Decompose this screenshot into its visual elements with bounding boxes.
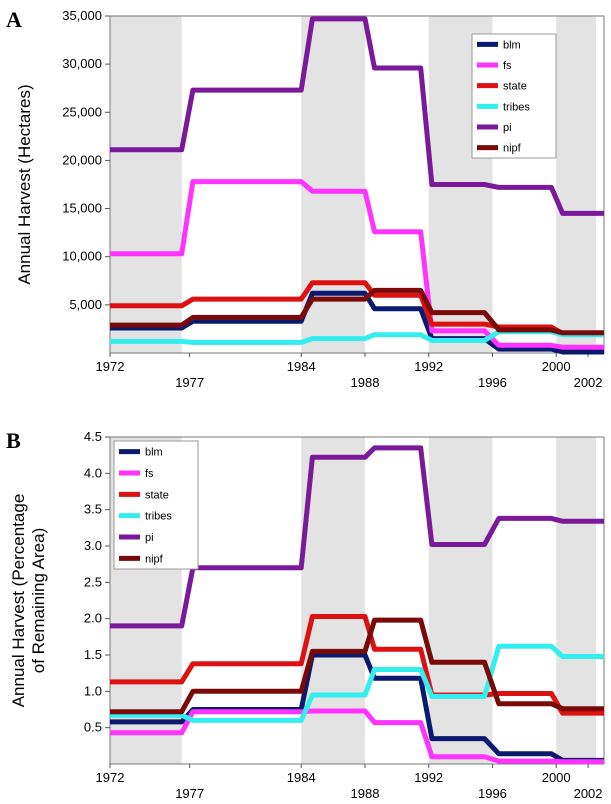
series-line-state bbox=[110, 280, 604, 337]
legend-label-pi: pi bbox=[145, 532, 154, 544]
legend-label-state: state bbox=[503, 81, 527, 93]
series-line-nipf bbox=[110, 617, 604, 715]
shaded-band bbox=[110, 16, 182, 353]
legend-label-state: state bbox=[145, 489, 169, 501]
y-tick-label: 15,000 bbox=[62, 201, 102, 216]
panel-letter: B bbox=[6, 428, 21, 453]
legend-label-blm: blm bbox=[503, 39, 521, 51]
panel-letter: A bbox=[6, 7, 22, 32]
x-tick-label: 1984 bbox=[287, 770, 316, 785]
legend-label-blm: blm bbox=[145, 447, 163, 459]
y-tick-label: 1.0 bbox=[84, 683, 102, 698]
legend-box bbox=[471, 33, 557, 159]
series-line-pi bbox=[110, 445, 604, 629]
x-tick-label: 2002 bbox=[574, 786, 603, 801]
x-tick-label: 1984 bbox=[287, 359, 316, 374]
shaded-band bbox=[428, 437, 493, 764]
y-tick-label: 25,000 bbox=[62, 104, 102, 119]
x-tick-label: 1996 bbox=[478, 786, 507, 801]
y-tick-label: 1.5 bbox=[84, 647, 102, 662]
x-tick-label: 2000 bbox=[542, 359, 571, 374]
series-line-pi bbox=[110, 16, 604, 216]
chart-panel-a: A 5,000 10,000 15,000 20,000 25,000 30,000 35,0… bbox=[6, 7, 605, 390]
x-tick-label: 1992 bbox=[414, 359, 443, 374]
y-tick-label: 3.5 bbox=[84, 502, 102, 517]
y-tick-label: 10,000 bbox=[62, 249, 102, 264]
y-tick-label: 0.5 bbox=[84, 720, 102, 735]
x-tick-label: 2000 bbox=[542, 770, 571, 785]
legend-label-pi: pi bbox=[503, 122, 512, 134]
legend-label-tribes: tribes bbox=[503, 101, 530, 113]
y-axis-title-line: of Remaining Area) bbox=[29, 528, 48, 674]
y-tick-label: 2.0 bbox=[84, 611, 102, 626]
y-axis-title: Annual Harvest (Hectares) bbox=[15, 84, 34, 284]
y-tick-label: 4.0 bbox=[84, 465, 102, 480]
y-tick-label: 4.5 bbox=[84, 429, 102, 444]
chart-panel-b: B 0.5 1.0 1.5 2.0 2.5 3.0 3.5 4.0 4.5 1972 1984 1992… bbox=[6, 428, 605, 801]
x-tick-label: 1977 bbox=[175, 375, 204, 390]
y-tick-label: 20,000 bbox=[62, 152, 102, 167]
x-tick-label: 1992 bbox=[414, 770, 443, 785]
legend-label-fs: fs bbox=[145, 468, 154, 480]
legend-label-nipf: nipf bbox=[145, 553, 164, 565]
legend-box bbox=[113, 440, 199, 570]
x-tick-label: 1972 bbox=[96, 770, 125, 785]
plot-frame bbox=[109, 15, 605, 354]
series-line-fs bbox=[110, 708, 604, 765]
x-tick-label: 1977 bbox=[175, 786, 204, 801]
legend-label-tribes: tribes bbox=[145, 511, 172, 523]
series-line-fs bbox=[110, 179, 604, 350]
legend-label-nipf: nipf bbox=[503, 143, 522, 155]
shaded-band bbox=[556, 16, 597, 353]
y-axis-title: Annual Harvest (Percentageof Remaining A… bbox=[9, 494, 48, 708]
series-line-nipf bbox=[110, 287, 604, 336]
plot-frame bbox=[109, 436, 605, 765]
y-tick-label: 30,000 bbox=[62, 56, 102, 71]
y-tick-label: 2.5 bbox=[84, 574, 102, 589]
x-tick-label: 1988 bbox=[351, 375, 380, 390]
x-tick-label: 1972 bbox=[96, 359, 125, 374]
y-tick-label: 5,000 bbox=[69, 297, 102, 312]
x-tick-label: 1988 bbox=[351, 786, 380, 801]
series-line-tribes bbox=[110, 643, 604, 723]
legend-label-fs: fs bbox=[503, 60, 512, 72]
series-line-state bbox=[110, 614, 604, 716]
series-line-blm bbox=[110, 290, 604, 355]
y-axis-title-line: Annual Harvest (Percentage bbox=[9, 494, 28, 708]
x-tick-label: 1996 bbox=[478, 375, 507, 390]
x-tick-label: 2002 bbox=[574, 375, 603, 390]
y-tick-label: 3.0 bbox=[84, 538, 102, 553]
y-tick-label: 35,000 bbox=[62, 8, 102, 23]
